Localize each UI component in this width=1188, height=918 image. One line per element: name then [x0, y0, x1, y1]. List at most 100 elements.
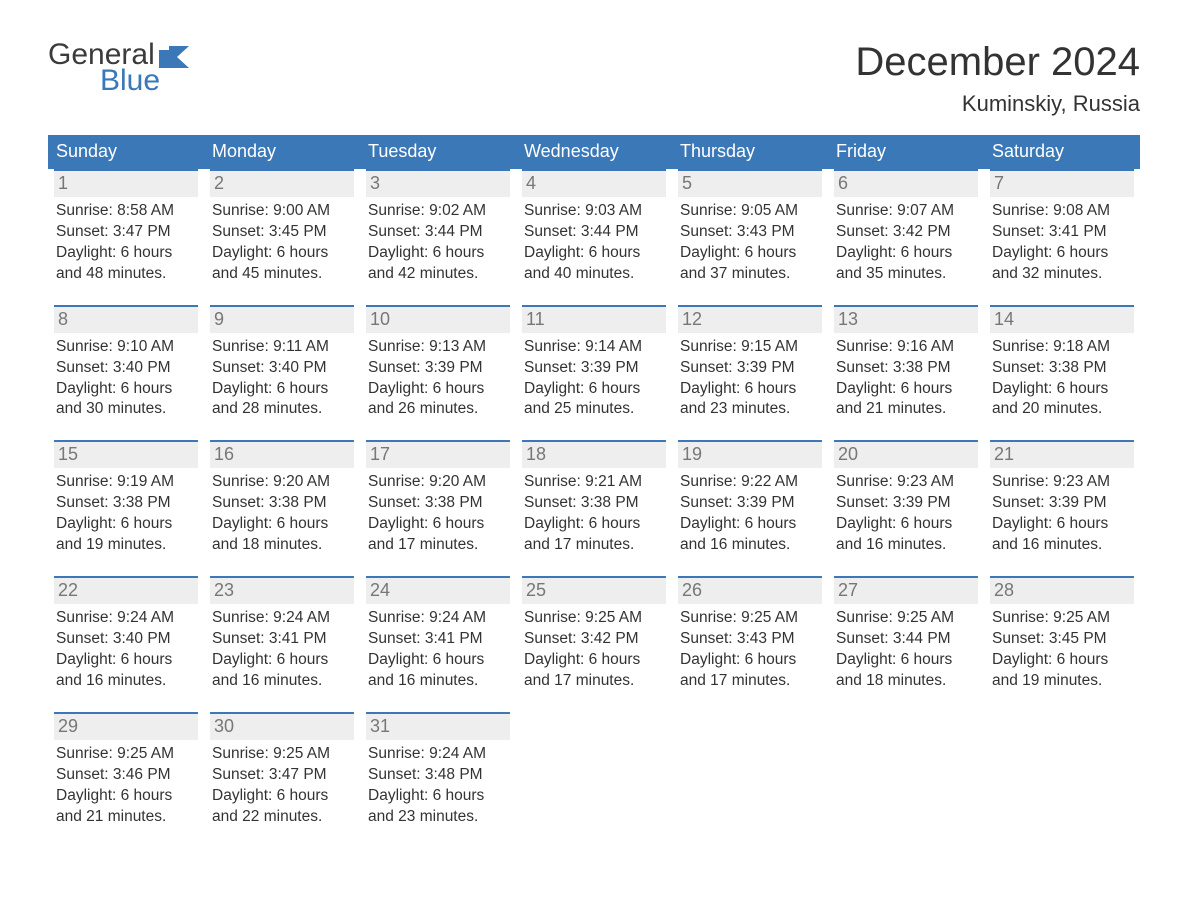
day-number: 11 — [526, 309, 545, 330]
sunrise-line: Sunrise: 9:14 AM — [524, 337, 664, 358]
day-cell: 17Sunrise: 9:20 AMSunset: 3:38 PMDayligh… — [360, 440, 516, 564]
week-row: 22Sunrise: 9:24 AMSunset: 3:40 PMDayligh… — [48, 576, 1140, 700]
daylight-line-1: Daylight: 6 hours — [524, 379, 664, 400]
day-number-band: 27 — [834, 576, 978, 604]
dow-friday: Friday — [828, 135, 984, 169]
header: General Blue December 2024 Kuminskiy, Ru… — [48, 40, 1140, 127]
day-number-band: 15 — [54, 440, 198, 468]
day-number: 7 — [994, 173, 1004, 194]
sunset-line: Sunset: 3:39 PM — [524, 358, 664, 379]
day-cell: 18Sunrise: 9:21 AMSunset: 3:38 PMDayligh… — [516, 440, 672, 564]
daylight-line-1: Daylight: 6 hours — [212, 650, 352, 671]
day-body: Sunrise: 9:24 AMSunset: 3:41 PMDaylight:… — [366, 604, 510, 692]
sunset-line: Sunset: 3:41 PM — [212, 629, 352, 650]
day-body: Sunrise: 9:11 AMSunset: 3:40 PMDaylight:… — [210, 333, 354, 421]
day-number-band: 14 — [990, 305, 1134, 333]
day-number-band: 16 — [210, 440, 354, 468]
daylight-line-2: and 19 minutes. — [992, 671, 1132, 692]
dow-sunday: Sunday — [48, 135, 204, 169]
sunrise-line: Sunrise: 9:00 AM — [212, 201, 352, 222]
sunset-line: Sunset: 3:42 PM — [524, 629, 664, 650]
sunrise-line: Sunrise: 9:02 AM — [368, 201, 508, 222]
day-cell: 3Sunrise: 9:02 AMSunset: 3:44 PMDaylight… — [360, 169, 516, 293]
day-number-band: 30 — [210, 712, 354, 740]
sunrise-line: Sunrise: 9:25 AM — [680, 608, 820, 629]
day-cell: 20Sunrise: 9:23 AMSunset: 3:39 PMDayligh… — [828, 440, 984, 564]
daylight-line-2: and 48 minutes. — [56, 264, 196, 285]
daylight-line-2: and 16 minutes. — [368, 671, 508, 692]
daylight-line-2: and 28 minutes. — [212, 399, 352, 420]
daylight-line-1: Daylight: 6 hours — [368, 650, 508, 671]
day-body: Sunrise: 9:24 AMSunset: 3:40 PMDaylight:… — [54, 604, 198, 692]
week-row: 29Sunrise: 9:25 AMSunset: 3:46 PMDayligh… — [48, 712, 1140, 836]
day-cell: 27Sunrise: 9:25 AMSunset: 3:44 PMDayligh… — [828, 576, 984, 700]
daylight-line-2: and 32 minutes. — [992, 264, 1132, 285]
day-body: Sunrise: 9:19 AMSunset: 3:38 PMDaylight:… — [54, 468, 198, 556]
sunrise-line: Sunrise: 9:15 AM — [680, 337, 820, 358]
day-number: 14 — [994, 309, 1014, 330]
daylight-line-2: and 16 minutes. — [212, 671, 352, 692]
daylight-line-1: Daylight: 6 hours — [212, 243, 352, 264]
day-cell: 1Sunrise: 8:58 AMSunset: 3:47 PMDaylight… — [48, 169, 204, 293]
day-body: Sunrise: 9:18 AMSunset: 3:38 PMDaylight:… — [990, 333, 1134, 421]
day-body: Sunrise: 9:20 AMSunset: 3:38 PMDaylight:… — [366, 468, 510, 556]
sunset-line: Sunset: 3:40 PM — [56, 629, 196, 650]
sunrise-line: Sunrise: 9:08 AM — [992, 201, 1132, 222]
sunrise-line: Sunrise: 9:25 AM — [992, 608, 1132, 629]
sunset-line: Sunset: 3:38 PM — [368, 493, 508, 514]
day-number: 10 — [370, 309, 390, 330]
sunset-line: Sunset: 3:43 PM — [680, 222, 820, 243]
daylight-line-1: Daylight: 6 hours — [212, 514, 352, 535]
day-number-band: 21 — [990, 440, 1134, 468]
daylight-line-2: and 17 minutes. — [524, 671, 664, 692]
sunrise-line: Sunrise: 9:18 AM — [992, 337, 1132, 358]
sunset-line: Sunset: 3:48 PM — [368, 765, 508, 786]
sunset-line: Sunset: 3:43 PM — [680, 629, 820, 650]
daylight-line-1: Daylight: 6 hours — [524, 243, 664, 264]
day-number: 5 — [682, 173, 692, 194]
day-cell: 12Sunrise: 9:15 AMSunset: 3:39 PMDayligh… — [672, 305, 828, 429]
daylight-line-1: Daylight: 6 hours — [524, 514, 664, 535]
daylight-line-2: and 21 minutes. — [56, 807, 196, 828]
sunset-line: Sunset: 3:47 PM — [56, 222, 196, 243]
daylight-line-1: Daylight: 6 hours — [992, 379, 1132, 400]
sunrise-line: Sunrise: 9:21 AM — [524, 472, 664, 493]
day-cell: 21Sunrise: 9:23 AMSunset: 3:39 PMDayligh… — [984, 440, 1140, 564]
sunset-line: Sunset: 3:44 PM — [836, 629, 976, 650]
day-cell: 10Sunrise: 9:13 AMSunset: 3:39 PMDayligh… — [360, 305, 516, 429]
sunrise-line: Sunrise: 9:03 AM — [524, 201, 664, 222]
day-number-band: 22 — [54, 576, 198, 604]
day-cell: 29Sunrise: 9:25 AMSunset: 3:46 PMDayligh… — [48, 712, 204, 836]
sunrise-line: Sunrise: 9:11 AM — [212, 337, 352, 358]
daylight-line-1: Daylight: 6 hours — [368, 786, 508, 807]
day-number: 22 — [58, 580, 78, 601]
daylight-line-1: Daylight: 6 hours — [680, 514, 820, 535]
day-number: 31 — [370, 716, 390, 737]
day-body: Sunrise: 9:05 AMSunset: 3:43 PMDaylight:… — [678, 197, 822, 285]
day-body: Sunrise: 9:23 AMSunset: 3:39 PMDaylight:… — [834, 468, 978, 556]
day-body: Sunrise: 9:25 AMSunset: 3:46 PMDaylight:… — [54, 740, 198, 828]
dow-tuesday: Tuesday — [360, 135, 516, 169]
day-cell: 6Sunrise: 9:07 AMSunset: 3:42 PMDaylight… — [828, 169, 984, 293]
sunset-line: Sunset: 3:38 PM — [836, 358, 976, 379]
calendar: Sunday Monday Tuesday Wednesday Thursday… — [48, 135, 1140, 835]
daylight-line-1: Daylight: 6 hours — [680, 650, 820, 671]
logo-line2: Blue — [100, 66, 189, 96]
day-cell: 15Sunrise: 9:19 AMSunset: 3:38 PMDayligh… — [48, 440, 204, 564]
sunset-line: Sunset: 3:47 PM — [212, 765, 352, 786]
sunset-line: Sunset: 3:38 PM — [212, 493, 352, 514]
daylight-line-1: Daylight: 6 hours — [680, 379, 820, 400]
day-body: Sunrise: 9:03 AMSunset: 3:44 PMDaylight:… — [522, 197, 666, 285]
sunset-line: Sunset: 3:38 PM — [56, 493, 196, 514]
daylight-line-2: and 37 minutes. — [680, 264, 820, 285]
day-number: 21 — [994, 444, 1014, 465]
day-number: 18 — [526, 444, 546, 465]
day-cell: 7Sunrise: 9:08 AMSunset: 3:41 PMDaylight… — [984, 169, 1140, 293]
day-body: Sunrise: 9:24 AMSunset: 3:41 PMDaylight:… — [210, 604, 354, 692]
day-cell: 14 Sunrise: 9:18 AMSunset: 3:38 PMDayligh… — [984, 305, 1140, 429]
daylight-line-2: and 23 minutes. — [680, 399, 820, 420]
sunset-line: Sunset: 3:38 PM — [992, 358, 1132, 379]
day-number-band: 13 — [834, 305, 978, 333]
week-row: 1Sunrise: 8:58 AMSunset: 3:47 PMDaylight… — [48, 169, 1140, 293]
sunrise-line: Sunrise: 9:24 AM — [212, 608, 352, 629]
